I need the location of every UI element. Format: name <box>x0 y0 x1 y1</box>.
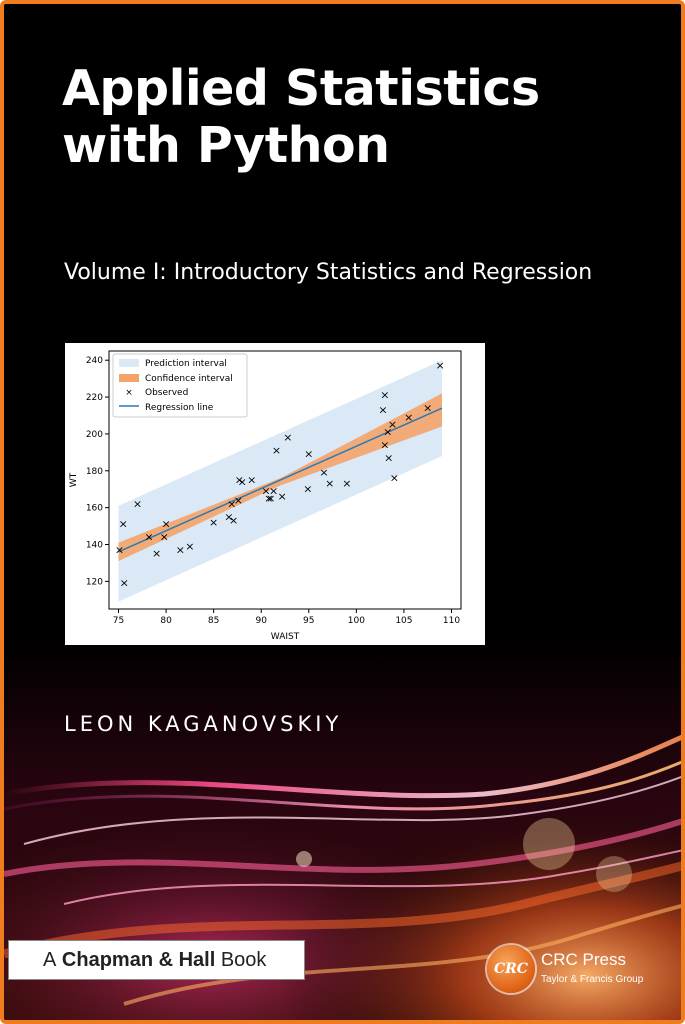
y-tick-label: 160 <box>86 504 103 514</box>
x-tick-label: 80 <box>160 616 172 626</box>
y-tick-label: 220 <box>86 393 103 403</box>
book-title: Applied Statistics with Python <box>62 60 662 174</box>
observed-point: × <box>404 411 413 424</box>
publisher-name: CRC Press <box>541 950 627 969</box>
regression-chart: 75 80 85 90 95 100 105 110 120 140 160 180 200 220 240… <box>65 343 485 645</box>
observed-point: × <box>272 444 281 457</box>
observed-point: × <box>247 474 256 487</box>
observed-point: × <box>319 466 328 479</box>
observed-point: × <box>264 492 273 505</box>
observed-point: × <box>238 475 247 488</box>
confidence-interval-band <box>118 393 442 562</box>
observed-point: × <box>380 389 389 402</box>
chart-legend: Prediction interval Confidence interval … <box>112 353 248 418</box>
x-tick-label: 85 <box>208 616 219 626</box>
observed-point: × <box>152 547 161 560</box>
observed-point: × <box>266 492 275 505</box>
observed-point: × <box>390 472 399 485</box>
observed-point: × <box>224 510 233 523</box>
observed-point: × <box>388 418 397 431</box>
author-name: LEON KAGANOVSKIY <box>64 712 343 736</box>
observed-point: × <box>380 438 389 451</box>
legend-observed-marker: × <box>125 388 133 398</box>
observed-point: × <box>185 540 194 553</box>
y-tick-label: 120 <box>86 577 103 587</box>
legend-regression-label: Regression line <box>145 403 214 413</box>
observed-point: × <box>378 403 387 416</box>
x-tick-label: 95 <box>303 616 314 626</box>
legend-prediction-label: Prediction interval <box>145 359 227 369</box>
observed-point: × <box>120 577 129 590</box>
series-suffix: Book <box>220 948 267 971</box>
observed-point: × <box>278 490 287 503</box>
observed-point: × <box>384 451 393 464</box>
observed-point: × <box>342 477 351 490</box>
observed-point: × <box>161 518 170 531</box>
title-line-1: Applied Statistics <box>62 60 540 117</box>
series-badge: A Chapman & Hall Book <box>8 940 305 980</box>
y-tick-label: 200 <box>86 430 103 440</box>
observed-point: × <box>229 514 238 527</box>
observed-point: × <box>283 431 292 444</box>
observed-point: × <box>383 426 392 439</box>
legend-confidence-label: Confidence interval <box>145 374 233 384</box>
publisher-block: CRC CRC Press Taylor & Francis Group <box>487 942 677 1002</box>
observed-point: × <box>234 494 243 507</box>
x-tick-label: 90 <box>255 616 267 626</box>
observed-point: × <box>325 477 334 490</box>
book-subtitle: Volume I: Introductory Statistics and Re… <box>64 260 593 285</box>
observed-point: × <box>115 544 124 557</box>
regression-chart-svg: 75 80 85 90 95 100 105 110 120 140 160 180 200 220 240… <box>69 350 462 642</box>
regression-line <box>118 407 443 553</box>
title-line-2: with Python <box>62 117 390 174</box>
x-tick-label: 105 <box>395 616 412 626</box>
observed-point: × <box>435 359 444 372</box>
observed-point: × <box>133 497 142 510</box>
observed-point: × <box>209 516 218 529</box>
y-tick-label: 140 <box>86 541 103 551</box>
observed-point: × <box>235 474 244 487</box>
observed-point: × <box>423 402 432 415</box>
x-axis-label: WAIST <box>271 632 300 642</box>
y-tick-label: 240 <box>86 356 103 366</box>
legend-confidence-swatch <box>119 374 139 382</box>
legend-prediction-swatch <box>119 359 139 367</box>
y-axis-label: WT <box>69 472 79 487</box>
observed-point: × <box>303 483 312 496</box>
light-streaks-background <box>4 4 681 1020</box>
observed-point: × <box>176 544 185 557</box>
x-tick-label: 75 <box>113 616 124 626</box>
observed-point: × <box>227 497 236 510</box>
observed-point: × <box>304 448 313 461</box>
legend-observed-label: Observed <box>145 388 188 398</box>
observed-point: × <box>261 485 270 498</box>
observed-point: × <box>269 485 278 498</box>
series-prefix: A <box>43 948 57 971</box>
y-tick-label: 180 <box>86 467 103 477</box>
series-name: Chapman & Hall <box>61 948 216 971</box>
observed-point: × <box>144 531 153 544</box>
observed-point: × <box>119 518 128 531</box>
observed-point: × <box>160 531 169 544</box>
crc-logo-icon: CRC <box>487 945 535 993</box>
x-tick-label: 100 <box>348 616 365 626</box>
publisher-group: Taylor & Francis Group <box>541 974 644 985</box>
x-tick-label: 110 <box>443 616 460 626</box>
